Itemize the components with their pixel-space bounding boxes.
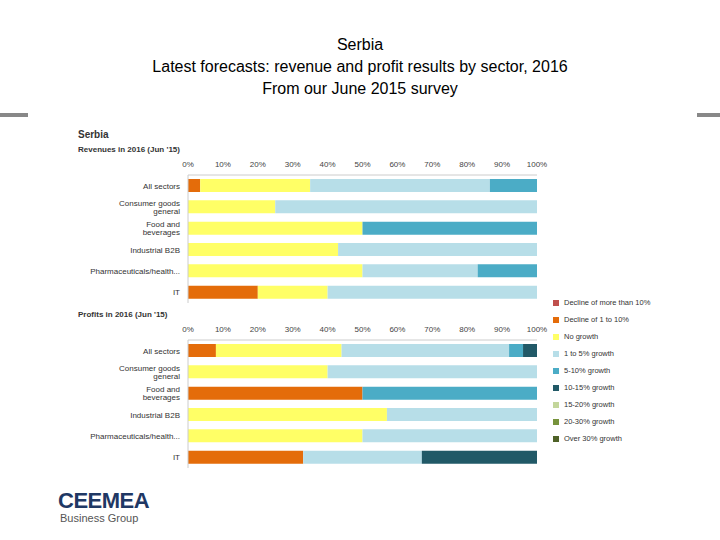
- html-text:20-30% growth: 20-30% growth: [564, 417, 615, 426]
- html-text:From our June 2015 survey: From our June 2015 survey: [262, 80, 458, 97]
- html-text:Profits in 2016 (Jun '15): Profits in 2016 (Jun '15): [78, 310, 168, 319]
- svg-text:40%: 40%: [320, 160, 336, 169]
- svg-text:Industrial B2B: Industrial B2B: [130, 411, 180, 420]
- svg-text:70%: 70%: [424, 160, 440, 169]
- html-text:15-20% growth: 15-20% growth: [564, 400, 615, 409]
- html-text:Business Group: Business Group: [60, 512, 139, 524]
- html-text:Revenues in 2016 (Jun '15): Revenues in 2016 (Jun '15): [78, 145, 180, 154]
- svg-text:All sectors: All sectors: [143, 182, 180, 191]
- svg-text:90%: 90%: [494, 160, 510, 169]
- svg-text:30%: 30%: [285, 160, 301, 169]
- svg-text:100%: 100%: [527, 160, 547, 169]
- svg-text:Pharmaceuticals/health...: Pharmaceuticals/health...: [90, 267, 180, 276]
- svg-text:IT: IT: [173, 453, 180, 462]
- svg-text:80%: 80%: [459, 325, 475, 334]
- html-text:10-15% growth: 10-15% growth: [564, 383, 615, 392]
- html-text:Decline of more than 10%: Decline of more than 10%: [564, 298, 651, 307]
- svg-text:All sectors: All sectors: [143, 347, 180, 356]
- svg-text:50%: 50%: [354, 160, 370, 169]
- svg-text:0%: 0%: [182, 325, 194, 334]
- svg-text:10%: 10%: [215, 325, 231, 334]
- svg-text:10%: 10%: [215, 160, 231, 169]
- svg-text:40%: 40%: [320, 325, 336, 334]
- svg-text:100%: 100%: [527, 325, 547, 334]
- svg-text:Industrial B2B: Industrial B2B: [130, 246, 180, 255]
- svg-text:20%: 20%: [250, 160, 266, 169]
- svg-text:30%: 30%: [285, 325, 301, 334]
- svg-text:90%: 90%: [494, 325, 510, 334]
- svg-text:0%: 0%: [182, 160, 194, 169]
- svg-text:70%: 70%: [424, 325, 440, 334]
- html-text:Decline of 1 to 10%: Decline of 1 to 10%: [564, 315, 629, 324]
- html-text:5-10% growth: 5-10% growth: [564, 366, 611, 375]
- html-text:Latest forecasts: revenue and: Latest forecasts: revenue and profit res…: [152, 58, 568, 75]
- html-text:1 to 5% growth: 1 to 5% growth: [564, 349, 614, 358]
- svg-text:80%: 80%: [459, 160, 475, 169]
- html-text:Over 30% growth: Over 30% growth: [564, 434, 622, 443]
- html-text:Serbia: Serbia: [78, 129, 109, 140]
- html-text:CEEMEA: CEEMEA: [58, 488, 150, 513]
- svg-text:50%: 50%: [354, 325, 370, 334]
- svg-text:Consumer goodsgeneral: Consumer goodsgeneral: [119, 199, 180, 216]
- svg-text:IT: IT: [173, 288, 180, 297]
- svg-text:20%: 20%: [250, 325, 266, 334]
- svg-text:Food andbeverages: Food andbeverages: [143, 385, 180, 402]
- html-text:Serbia: Serbia: [336, 36, 384, 53]
- svg-text:60%: 60%: [389, 325, 405, 334]
- svg-text:Consumer goodsgeneral: Consumer goodsgeneral: [119, 364, 180, 381]
- svg-text:60%: 60%: [389, 160, 405, 169]
- html-text:No growth: No growth: [564, 332, 599, 341]
- svg-text:Pharmaceuticals/health...: Pharmaceuticals/health...: [90, 432, 180, 441]
- svg-text:Food andbeverages: Food andbeverages: [143, 220, 180, 237]
